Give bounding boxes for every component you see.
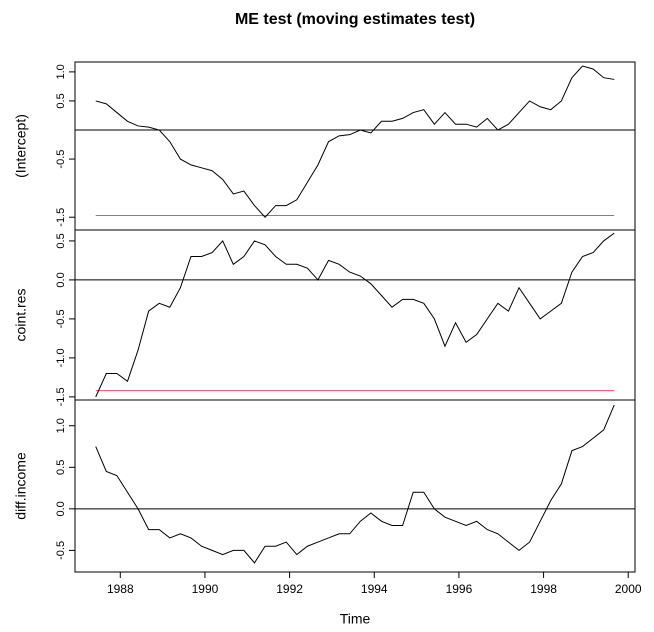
- y-tick-label: 0.0: [55, 501, 67, 516]
- plot-frame: [74, 399, 636, 573]
- y-tick-label: -1.0: [55, 348, 67, 367]
- chart-title: ME test (moving estimates test): [235, 11, 475, 28]
- x-tick-label: 1998: [530, 582, 557, 596]
- plot-frame: [74, 61, 636, 231]
- x-axis-label: Time: [340, 611, 371, 627]
- plot-frame: [74, 229, 636, 401]
- y-axis-label: (Intercept): [13, 114, 29, 178]
- x-tick-label: 1990: [192, 582, 219, 596]
- x-tick-label: 1992: [276, 582, 303, 596]
- y-tick-label: -0.5: [55, 541, 67, 560]
- x-tick-label: 1996: [446, 582, 473, 596]
- y-tick-label: -1.5: [55, 208, 67, 227]
- data-line: [95, 232, 615, 398]
- y-axis-label: diff.income: [13, 452, 29, 520]
- y-tick-label: -0.5: [55, 150, 67, 169]
- y-axis-label: coint.res: [13, 289, 29, 342]
- x-tick-label: 1994: [361, 582, 388, 596]
- y-tick-label: 0.5: [55, 93, 67, 108]
- data-line: [95, 404, 615, 564]
- data-line: [95, 65, 615, 218]
- y-tick-label: -0.5: [55, 309, 67, 328]
- y-tick-label: 0.0: [55, 272, 67, 287]
- x-tick-label: 2000: [615, 582, 642, 596]
- y-tick-label: -1.5: [55, 387, 67, 406]
- y-tick-label: 1.0: [55, 418, 67, 433]
- y-tick-label: 0.5: [55, 233, 67, 248]
- y-tick-label: 0.5: [55, 460, 67, 475]
- y-tick-label: 1.0: [55, 64, 67, 79]
- x-tick-label: 1988: [107, 582, 134, 596]
